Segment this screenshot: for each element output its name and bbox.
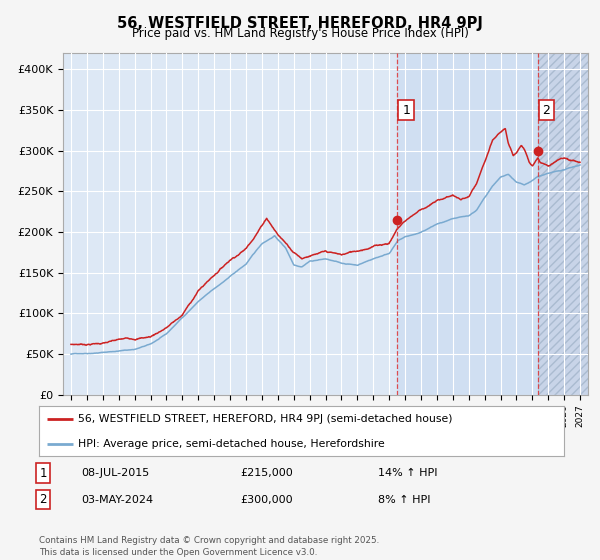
Text: HPI: Average price, semi-detached house, Herefordshire: HPI: Average price, semi-detached house,… (79, 439, 385, 449)
Bar (538, 53, 588, 395)
Text: 14% ↑ HPI: 14% ↑ HPI (378, 468, 437, 478)
Text: £215,000: £215,000 (240, 468, 293, 478)
Text: 1: 1 (402, 104, 410, 116)
Text: £300,000: £300,000 (240, 494, 293, 505)
Text: 2: 2 (40, 493, 47, 506)
Text: Contains HM Land Registry data © Crown copyright and database right 2025.
This d: Contains HM Land Registry data © Crown c… (39, 536, 379, 557)
Bar (397, 53, 538, 395)
Text: Price paid vs. HM Land Registry's House Price Index (HPI): Price paid vs. HM Land Registry's House … (131, 27, 469, 40)
Bar (538, 53, 588, 395)
Text: 1: 1 (40, 466, 47, 480)
Text: 2: 2 (542, 104, 550, 116)
Text: 03-MAY-2024: 03-MAY-2024 (81, 494, 153, 505)
Text: 8% ↑ HPI: 8% ↑ HPI (378, 494, 431, 505)
Text: 56, WESTFIELD STREET, HEREFORD, HR4 9PJ: 56, WESTFIELD STREET, HEREFORD, HR4 9PJ (117, 16, 483, 31)
Text: 08-JUL-2015: 08-JUL-2015 (81, 468, 149, 478)
Text: 56, WESTFIELD STREET, HEREFORD, HR4 9PJ (semi-detached house): 56, WESTFIELD STREET, HEREFORD, HR4 9PJ … (79, 414, 453, 423)
